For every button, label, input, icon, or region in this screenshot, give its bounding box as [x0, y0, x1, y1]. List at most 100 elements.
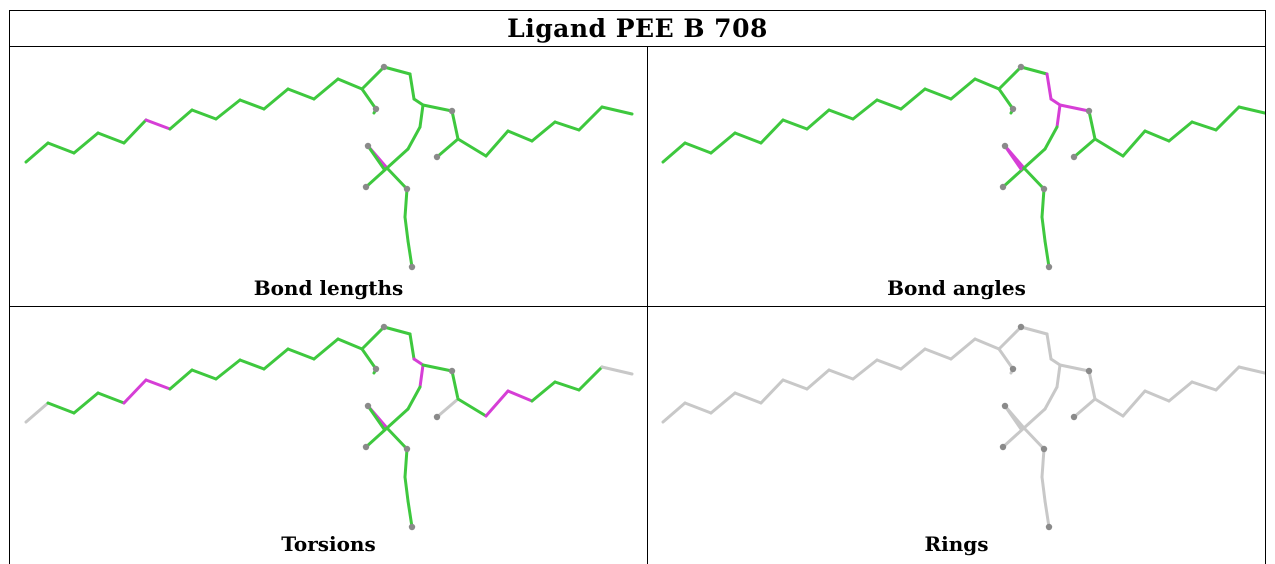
- bond-34: [1121, 129, 1147, 158]
- bond-15: [360, 65, 386, 91]
- border-left: [9, 10, 10, 564]
- bond-13: [336, 77, 364, 91]
- caption-torsions: Torsions: [281, 532, 376, 556]
- bond-20: [418, 103, 425, 129]
- bond-33: [406, 499, 414, 529]
- bond-26: [456, 397, 488, 418]
- molecule-bond-lengths: [24, 63, 634, 271]
- bond-11: [286, 347, 316, 361]
- bond-33: [1043, 239, 1051, 269]
- bond-34: [484, 129, 510, 158]
- bond-17: [1019, 65, 1049, 76]
- atom-marker-7: [408, 523, 416, 531]
- bond-30: [366, 404, 386, 431]
- bond-35: [1143, 389, 1171, 403]
- bond-18: [408, 72, 416, 101]
- bond-37: [553, 380, 581, 392]
- bond-9: [238, 98, 266, 111]
- bond-17: [1019, 325, 1049, 336]
- panel-bond-angles: Bond angles: [648, 47, 1265, 306]
- bond-23: [1022, 147, 1047, 170]
- atom-marker-7: [1045, 523, 1053, 531]
- bond-35: [506, 129, 534, 143]
- bond-26: [1093, 397, 1125, 418]
- bond-36: [530, 120, 557, 143]
- bond-19: [412, 97, 425, 107]
- bond-21: [1058, 103, 1091, 113]
- bond-7: [190, 108, 218, 121]
- bond-24: [450, 369, 460, 401]
- atom-marker-7: [1045, 263, 1053, 271]
- atom-marker-2: [1085, 367, 1093, 375]
- bond-6: [168, 108, 194, 131]
- bond-2: [709, 131, 737, 155]
- border-title-bottom: [9, 46, 1266, 47]
- bond-25: [435, 137, 460, 159]
- bond-7: [190, 368, 218, 381]
- border-middle: [647, 46, 648, 564]
- bond-29: [364, 426, 389, 449]
- bond-34: [484, 389, 510, 418]
- bond-10: [899, 87, 927, 111]
- bond-29: [1001, 426, 1026, 449]
- bond-15: [997, 325, 1023, 351]
- bond-19: [1049, 97, 1062, 107]
- atom-marker-2: [1085, 107, 1093, 115]
- molecule-torsions: [24, 323, 634, 531]
- panel-torsions: Torsions: [10, 307, 647, 564]
- caption-bond-lengths: Bond lengths: [253, 276, 404, 300]
- bond-14: [360, 87, 378, 111]
- bond-23: [385, 407, 410, 430]
- caption-bond-angles: Bond angles: [887, 276, 1026, 300]
- bond-4: [122, 118, 148, 145]
- bond-10: [262, 87, 290, 111]
- bond-30: [1003, 404, 1023, 431]
- bond-39: [1237, 105, 1265, 115]
- bond-10: [262, 347, 290, 371]
- bond-2: [709, 391, 737, 415]
- bond-22: [406, 385, 422, 411]
- bond-12: [312, 77, 340, 101]
- bond-30: [1003, 144, 1023, 171]
- bond-37: [553, 120, 581, 132]
- atom-marker-0: [372, 105, 380, 113]
- bond-21: [421, 363, 454, 373]
- bond-22: [1043, 125, 1059, 151]
- bond-31: [1040, 447, 1046, 479]
- panel-rings: Rings: [648, 307, 1265, 564]
- atom-marker-6: [1040, 185, 1048, 193]
- bond-13: [973, 337, 1001, 351]
- bond-0: [661, 141, 687, 164]
- bond-23: [385, 147, 410, 170]
- bond-17: [382, 65, 412, 76]
- atom-marker-6: [403, 185, 411, 193]
- bond-39: [1237, 365, 1265, 375]
- atom-marker-5: [362, 183, 370, 191]
- bond-20: [1055, 103, 1062, 129]
- molecule-rings: [661, 323, 1265, 531]
- bond-22: [1043, 385, 1059, 411]
- bond-6: [168, 368, 194, 391]
- bond-35: [1143, 129, 1171, 143]
- bond-24: [1087, 369, 1097, 401]
- bond-14: [997, 87, 1015, 111]
- bond-7: [827, 368, 855, 381]
- bond-17: [382, 325, 412, 336]
- border-row-divider: [9, 306, 1266, 307]
- bond-32: [1040, 215, 1047, 243]
- bond-39: [600, 105, 634, 116]
- bond-3: [96, 391, 126, 405]
- panel-bond-lengths: Bond lengths: [10, 47, 647, 306]
- bond-11: [923, 87, 953, 101]
- bond-38: [1214, 105, 1241, 132]
- bond-28: [385, 166, 409, 191]
- bond-18: [408, 332, 416, 361]
- bond-5: [781, 118, 809, 131]
- bond-25: [1072, 137, 1097, 159]
- bond-23: [1022, 407, 1047, 430]
- bond-14: [360, 347, 378, 371]
- bond-36: [1167, 380, 1194, 403]
- bond-11: [286, 87, 316, 101]
- atom-marker-3: [1070, 153, 1078, 161]
- bond-22: [406, 125, 422, 151]
